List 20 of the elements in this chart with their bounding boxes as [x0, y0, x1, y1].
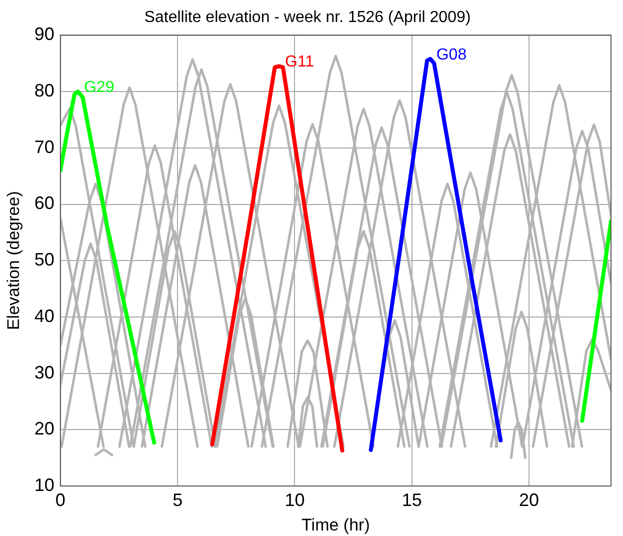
y-tick-label: 40 — [34, 306, 54, 326]
x-tick-label: 15 — [402, 490, 422, 510]
y-tick-label: 90 — [34, 24, 54, 44]
y-axis-title: Elevation (degree) — [4, 191, 23, 330]
y-tick-label: 60 — [34, 193, 54, 214]
x-tick-label: 10 — [284, 490, 305, 510]
x-tick-label: 0 — [55, 490, 66, 510]
chart-title: Satellite elevation - week nr. 1526 (April 2009) — [144, 9, 471, 26]
series-label: G11 — [285, 54, 314, 71]
x-tick-label: 5 — [172, 490, 183, 510]
series-label: G29 — [84, 78, 114, 96]
series-label: G08 — [436, 46, 467, 64]
x-tick-label: 20 — [518, 490, 540, 510]
y-tick-label: 10 — [34, 474, 54, 495]
y-tick-label: 70 — [34, 136, 54, 157]
y-tick-label: 20 — [34, 418, 54, 439]
y-tick-label: 50 — [34, 250, 54, 270]
x-axis-title: Time (hr) — [302, 515, 370, 534]
y-tick-label: 80 — [34, 80, 54, 101]
y-tick-label: 30 — [34, 362, 54, 382]
